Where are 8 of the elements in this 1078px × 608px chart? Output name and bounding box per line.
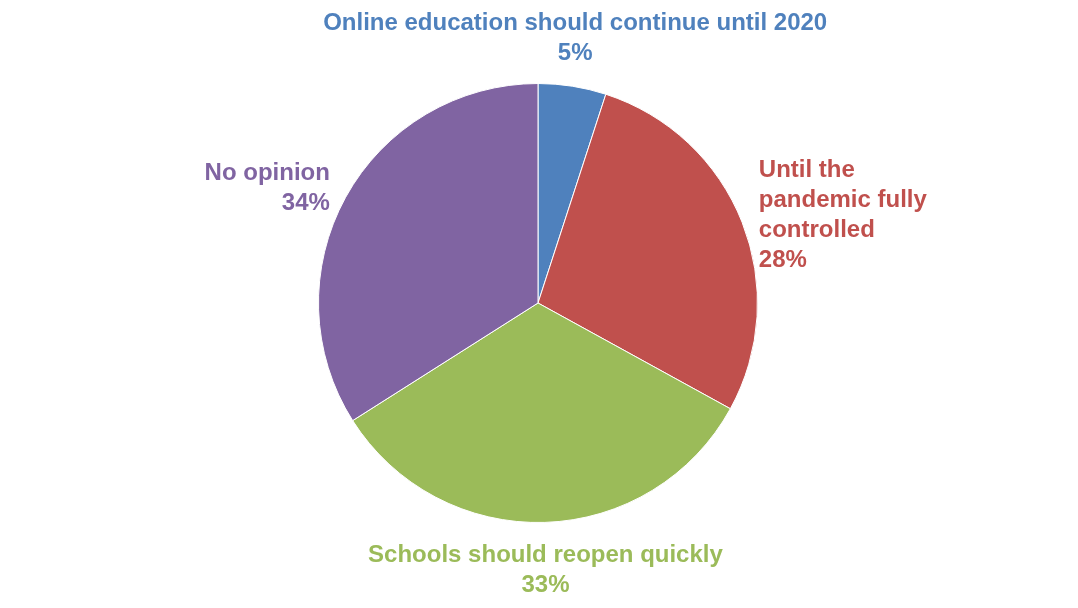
data-label: 33% [521, 570, 570, 598]
data-label: 28% [758, 245, 807, 273]
slice-label: Schools should reopen quickly [368, 540, 724, 568]
data-label: 5% [557, 38, 593, 66]
data-label: 34% [281, 188, 330, 216]
slice-label: Online education should continue until 2020 [323, 8, 828, 36]
slice-label: No opinion [204, 158, 330, 186]
slice-label: Until the pandemic fully controlled [758, 155, 928, 243]
